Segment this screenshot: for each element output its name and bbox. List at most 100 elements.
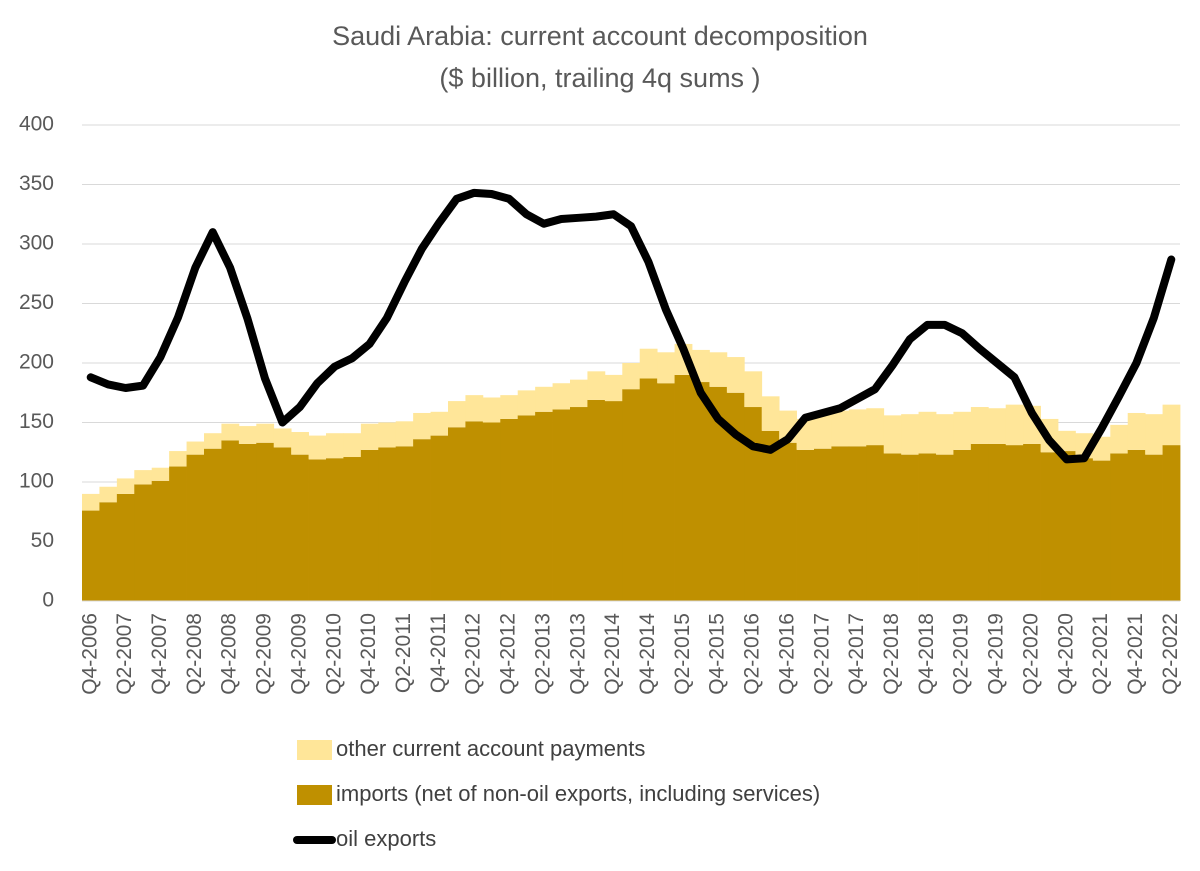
x-tick-label: Q4-2012 [497,613,520,695]
bar-segment [221,440,240,601]
bar-segment [761,396,780,431]
x-tick-label: Q4-2009 [287,613,310,695]
bar-segment [953,411,972,450]
bar-segment [151,467,170,481]
bar-segment [901,454,919,601]
bar-segment [238,426,257,444]
bar-segment [866,408,885,446]
bar-segment [814,448,832,601]
x-tick-label: Q4-2018 [915,613,938,695]
x-tick-label: Q2-2013 [531,613,554,695]
bar-segment [1075,458,1094,601]
bar-segment [570,379,588,408]
bar-segment [99,486,118,503]
bar-segment [831,446,850,601]
y-tick-label: 400 [19,113,54,136]
bar-segment [186,454,205,601]
bar-segment [517,390,536,416]
bar-segment [936,454,954,601]
bar-segment [343,457,362,601]
bar-segment [692,382,710,601]
bar-segment [308,459,327,601]
bar-segment [1127,412,1146,450]
bar-segment [761,430,780,601]
x-tick-label: Q2-2022 [1159,613,1182,695]
x-tick-label: Q4-2014 [636,613,659,695]
bar-segment [918,453,937,601]
x-tick-label: Q2-2017 [810,613,833,695]
bar-segment [726,357,745,393]
bar-segment [1040,452,1059,601]
legend-label: imports (net of non-oil exports, includi… [336,781,820,806]
bar-segment [831,410,850,447]
x-tick-label: Q4-2020 [1054,613,1077,695]
bar-segment [674,374,693,601]
bar-segment [1145,414,1163,455]
bar-segment [552,409,571,601]
bar-segment [326,433,344,459]
x-tick-label: Q2-2012 [462,613,485,695]
bar-segment [517,415,536,601]
bar-segment [448,401,466,428]
bar-segment [413,439,431,601]
x-tick-label: Q2-2018 [880,613,903,695]
bar-segment [151,480,170,601]
y-tick-label: 300 [19,232,54,255]
bar-segment [936,414,954,455]
bar-segment [970,443,989,601]
bar-segment [465,395,484,422]
bar-segment [1058,430,1076,452]
bar-segment [587,399,606,601]
bar-segment [1110,453,1129,601]
bar-segment [1023,443,1041,601]
bar-segment [360,423,379,450]
bar-segment [622,389,641,601]
bar-segment [326,458,344,601]
bar-segment [901,414,919,455]
bar-segment [1058,451,1076,601]
bar-segment [395,421,414,447]
bar-segment [1145,454,1163,601]
bar-segment [1005,445,1024,601]
bar-segment [779,442,797,601]
x-tick-label: Q4-2016 [775,613,798,695]
bar-segment [116,478,135,494]
y-tick-label: 150 [19,410,54,433]
bar-segment [848,446,867,601]
bar-segment [291,432,309,455]
bar-segment [1162,404,1181,446]
y-tick-label: 100 [19,470,54,493]
bar-segment [883,415,902,454]
bar-segment [378,447,397,601]
x-tick-label: Q2-2016 [741,613,764,695]
bar-segment [918,411,937,454]
legend-swatch [297,785,332,805]
bar-segment [343,433,362,458]
bar-segment [709,352,728,387]
bar-segment [204,433,222,449]
x-tick-label: Q2-2015 [671,613,694,695]
legend-swatch [297,740,332,760]
x-tick-label: Q2-2011 [392,613,415,693]
bar-segment [535,386,553,412]
x-tick-label: Q4-2015 [706,613,729,695]
bar-segment [256,442,275,601]
bar-segment [500,418,519,601]
bar-segment [448,427,466,601]
y-tick-label: 50 [31,529,54,552]
legend-label: oil exports [336,826,436,851]
bar-segment [169,451,187,467]
bar-segment [1005,404,1024,446]
bar-segment [378,422,397,448]
x-tick-label: Q4-2010 [357,613,380,695]
bar-segment [657,352,675,384]
y-tick-label: 350 [19,172,54,195]
x-tick-label: Q2-2021 [1089,613,1112,695]
bar-segment [657,383,675,601]
x-tick-label: Q2-2008 [183,613,206,695]
bar-segment [587,371,606,400]
bar-segment [604,401,623,601]
x-tick-label: Q4-2017 [845,613,868,695]
bar-segment [639,378,658,601]
